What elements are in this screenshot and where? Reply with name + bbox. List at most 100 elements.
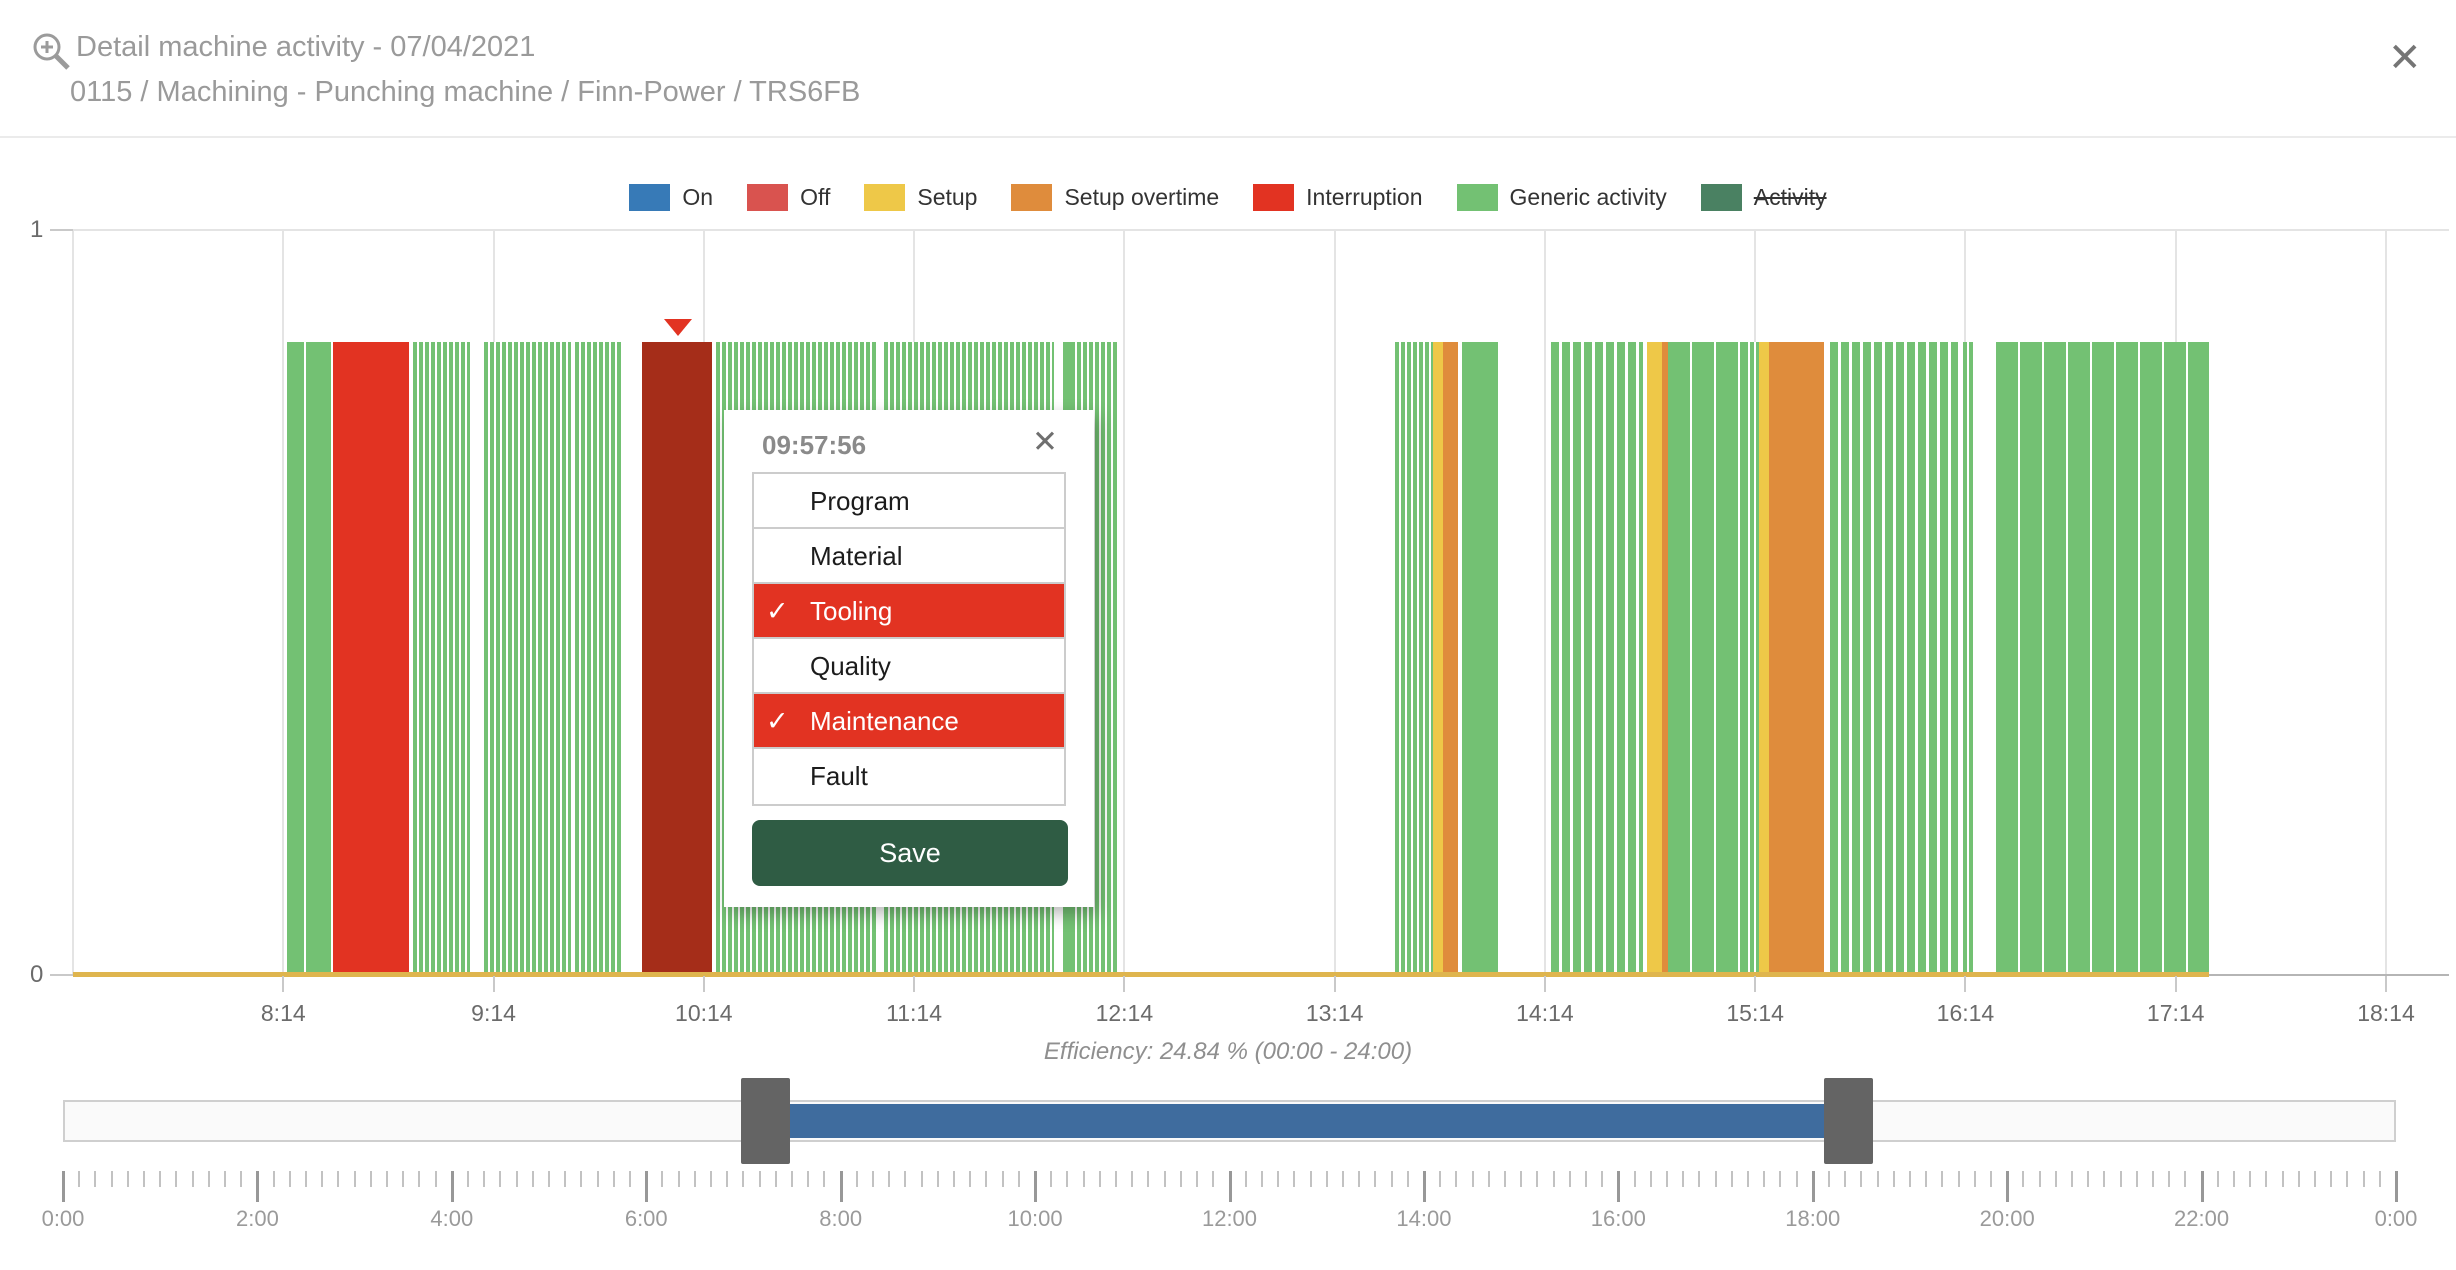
ruler-minor-tick — [2330, 1171, 2333, 1187]
ruler-minor-tick — [369, 1171, 372, 1187]
x-tick-label: 15:14 — [1726, 1000, 1784, 1026]
ruler-minor-tick — [1293, 1171, 1296, 1187]
x-tick-label: 14:14 — [1516, 1000, 1574, 1026]
legend-item-off[interactable]: Off — [747, 183, 830, 211]
legend-item-generic-activity[interactable]: Generic activity — [1456, 183, 1667, 211]
x-tick — [1754, 976, 1757, 992]
ruler-minor-tick — [353, 1171, 356, 1187]
ruler-minor-tick — [1552, 1171, 1555, 1187]
ruler-minor-tick — [2103, 1171, 2106, 1187]
x-tick — [2384, 976, 2387, 992]
grid-line-vertical — [2384, 230, 2387, 975]
slider-handle-right[interactable] — [1823, 1078, 1873, 1164]
ruler-minor-tick — [1503, 1171, 1506, 1187]
activity-segment-solid[interactable] — [286, 341, 304, 972]
ruler-label: 2:00 — [235, 1206, 279, 1231]
activity-segment-orange[interactable] — [1443, 341, 1458, 972]
ruler-major-tick — [1422, 1171, 1426, 1202]
ruler-minor-tick — [807, 1171, 810, 1187]
ruler-minor-tick — [1066, 1171, 1069, 1187]
ruler-major-tick — [645, 1171, 649, 1202]
time-range-selected-bar[interactable] — [764, 1104, 1848, 1138]
ruler-minor-tick — [94, 1171, 97, 1187]
ruler-minor-tick — [1309, 1171, 1312, 1187]
activity-segment-yellow[interactable] — [1647, 341, 1662, 972]
activity-segment-wide[interactable] — [1996, 341, 2209, 972]
activity-segment-wide[interactable] — [1668, 341, 1749, 972]
slider-handle-left[interactable] — [740, 1078, 790, 1164]
reason-item-quality[interactable]: Quality — [754, 639, 1064, 694]
ruler-minor-tick — [1001, 1171, 1004, 1187]
legend-item-setup-overtime[interactable]: Setup overtime — [1011, 183, 1219, 211]
legend-label-activity: Activity — [1753, 183, 1827, 210]
ruler-minor-tick — [1098, 1171, 1101, 1187]
ruler-minor-tick — [1795, 1171, 1798, 1187]
x-tick — [1333, 976, 1336, 992]
reason-item-tooling[interactable]: Tooling ✓ — [754, 584, 1064, 639]
ruler-minor-tick — [1374, 1171, 1377, 1187]
ruler-minor-tick — [596, 1171, 599, 1187]
activity-segment-yellow[interactable] — [1758, 341, 1770, 972]
reason-item-material[interactable]: Material — [754, 529, 1064, 584]
ruler-minor-tick — [677, 1171, 680, 1187]
x-tick — [702, 976, 705, 992]
activity-segment-solid[interactable] — [1462, 341, 1498, 972]
ruler-minor-tick — [2265, 1171, 2268, 1187]
activity-segment-orange[interactable] — [1661, 341, 1669, 972]
ruler-minor-tick — [1682, 1171, 1685, 1187]
ruler-minor-tick — [2313, 1171, 2316, 1187]
ruler-minor-tick — [1325, 1171, 1328, 1187]
ruler-label: 8:00 — [819, 1206, 863, 1231]
reason-item-maintenance[interactable]: Maintenance ✓ — [754, 694, 1064, 749]
ruler-minor-tick — [2297, 1171, 2300, 1187]
activity-segment-med[interactable] — [1550, 341, 1644, 972]
ruler-minor-tick — [791, 1171, 794, 1187]
activity-segment-dense[interactable] — [1962, 341, 1976, 972]
activity-segment-dense[interactable] — [484, 341, 571, 972]
ruler-minor-tick — [1698, 1171, 1701, 1187]
header-divider — [0, 136, 2456, 138]
activity-segment-dense[interactable] — [1750, 341, 1759, 972]
legend-swatch-on — [629, 183, 671, 211]
activity-segment-dense[interactable] — [1394, 341, 1433, 972]
ruler-label: 4:00 — [430, 1206, 474, 1231]
ruler-major-tick — [2200, 1171, 2204, 1202]
legend-item-interruption[interactable]: Interruption — [1253, 183, 1423, 211]
legend-item-on[interactable]: On — [629, 183, 713, 211]
activity-segment-dense[interactable] — [574, 341, 622, 972]
legend-item-activity[interactable]: Activity — [1700, 183, 1827, 211]
activity-segment-med[interactable] — [1830, 341, 1959, 972]
legend-label-interruption: Interruption — [1306, 183, 1423, 210]
ruler-minor-tick — [321, 1171, 324, 1187]
ruler-major-tick — [1811, 1171, 1815, 1202]
grid-line-vertical — [1333, 230, 1336, 975]
ruler-minor-tick — [1860, 1171, 1863, 1187]
x-tick-label: 11:14 — [886, 1000, 943, 1026]
ruler-minor-tick — [159, 1171, 162, 1187]
reason-item-fault[interactable]: Fault — [810, 761, 868, 791]
ruler-minor-tick — [661, 1171, 664, 1187]
modal-close-icon[interactable]: ✕ — [2388, 36, 2422, 80]
activity-segment-dense[interactable] — [412, 341, 470, 972]
ruler-minor-tick — [2054, 1171, 2057, 1187]
ruler-label: 22:00 — [2174, 1206, 2230, 1231]
activity-segment-darkred[interactable] — [642, 341, 712, 972]
ruler-minor-tick — [936, 1171, 939, 1187]
activity-segment-solid[interactable] — [305, 341, 331, 972]
ruler-minor-tick — [1844, 1171, 1847, 1187]
ruler-minor-tick — [2232, 1171, 2235, 1187]
activity-segment-yellow[interactable] — [1432, 341, 1444, 972]
popup-close-icon[interactable]: ✕ — [1032, 424, 1058, 459]
legend-item-setup[interactable]: Setup — [864, 183, 977, 211]
ruler-minor-tick — [305, 1171, 308, 1187]
ruler-minor-tick — [2378, 1171, 2381, 1187]
reason-item-program[interactable]: Program — [754, 474, 1064, 529]
grid-line-top — [73, 229, 2449, 231]
ruler-major-tick — [1034, 1171, 1038, 1202]
save-button[interactable]: Save — [752, 820, 1068, 886]
ruler-minor-tick — [888, 1171, 891, 1187]
activity-segment-orange[interactable] — [1769, 341, 1824, 972]
ruler-minor-tick — [726, 1171, 729, 1187]
activity-segment-red[interactable] — [333, 341, 409, 972]
ruler-minor-tick — [548, 1171, 551, 1187]
